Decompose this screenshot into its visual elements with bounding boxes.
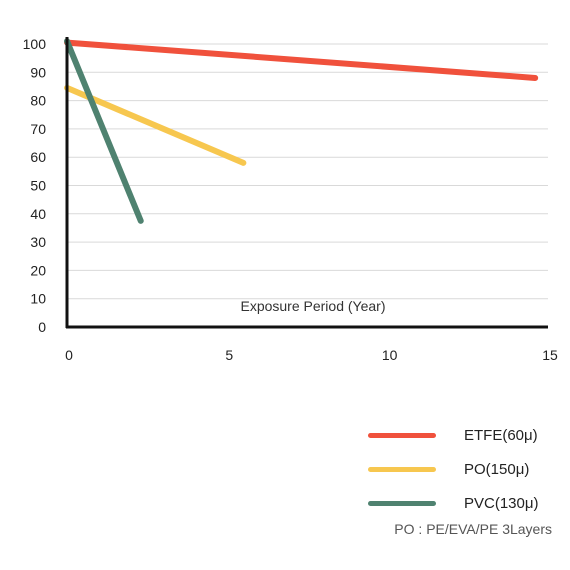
- y-tick-label-90: 90: [30, 64, 46, 80]
- y-tick-label-50: 50: [30, 178, 46, 194]
- legend-swatch-po: [368, 466, 436, 472]
- y-tick-label-100: 100: [23, 36, 47, 52]
- y-tick-label-60: 60: [30, 149, 46, 165]
- series-lines: [64, 38, 539, 224]
- footnote: PO : PE/EVA/PE 3Layers: [394, 521, 552, 537]
- legend-label-pvc: PVC(130μ): [464, 494, 539, 512]
- legend-swatch-pvc: [368, 500, 436, 506]
- series-line-1: [64, 84, 247, 166]
- y-tick-label-20: 20: [30, 262, 46, 278]
- legend-item-etfe: ETFE(60μ): [322, 418, 552, 452]
- y-tick-label-70: 70: [30, 121, 46, 137]
- y-tick-label-40: 40: [30, 206, 46, 222]
- x-tick-label-5: 5: [225, 347, 233, 363]
- y-axis-ticks: 0 10 20 30 40 50 60 70 80 90 100: [23, 36, 47, 335]
- series-line-0: [64, 39, 539, 81]
- x-tick-label-0: 0: [65, 347, 73, 363]
- x-tick-label-15: 15: [542, 347, 558, 363]
- y-tick-label-80: 80: [30, 93, 46, 109]
- series-line-2: [64, 38, 144, 224]
- legend-item-po: PO(150μ): [322, 452, 552, 486]
- y-tick-label-30: 30: [30, 234, 46, 250]
- legend-swatch-etfe: [368, 432, 436, 438]
- legend-item-pvc: PVC(130μ): [322, 486, 552, 520]
- legend-label-etfe: ETFE(60μ): [464, 426, 538, 444]
- line-chart: 0 10 20 30 40 50 60 70 80 90 100 0 5 10 15 Exposure P…: [23, 36, 558, 363]
- x-axis-label: Exposure Period (Year): [240, 298, 385, 314]
- x-tick-label-10: 10: [382, 347, 398, 363]
- legend-label-po: PO(150μ): [464, 460, 530, 478]
- x-axis-ticks: 0 5 10 15: [65, 347, 558, 363]
- y-tick-label-0: 0: [38, 319, 46, 335]
- y-tick-label-10: 10: [30, 291, 46, 307]
- grid-lines: [67, 43, 548, 300]
- legend: ETFE(60μ) PO(150μ) PVC(130μ): [322, 418, 552, 520]
